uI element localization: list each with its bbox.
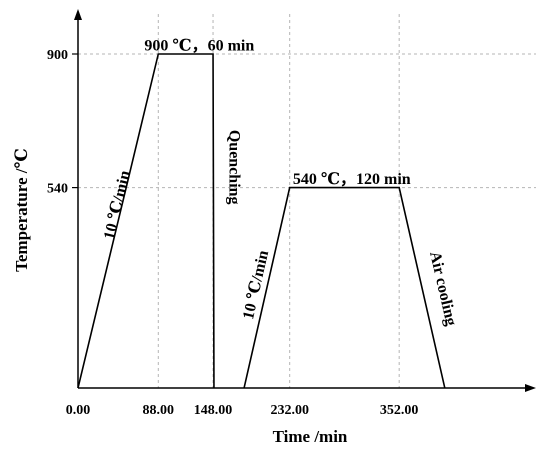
axes — [74, 9, 536, 392]
x-axis-arrow — [525, 384, 536, 392]
y-axis-label: Temperature /℃ — [12, 148, 31, 272]
grid-lines — [78, 14, 536, 388]
annotation-rate-1: 10 ℃/min — [101, 169, 134, 241]
x-tick-label: 352.00 — [380, 403, 419, 418]
series-line-1 — [77, 53, 215, 389]
x-tick-label: 148.00 — [194, 403, 233, 418]
tick-labels: 0.00 88.00 148.00 232.00 352.00 540 900 — [47, 48, 418, 418]
annotation-air: Air cooling — [426, 250, 459, 328]
annotation-label: 900 ℃，60 min — [144, 37, 254, 54]
series-line-2 — [243, 186, 446, 389]
x-tick-label: 88.00 — [143, 403, 175, 418]
series-lines — [77, 53, 446, 389]
x-axis-label: Time /min — [273, 427, 348, 446]
y-tick-label: 540 — [47, 182, 68, 197]
y-tick-label: 900 — [47, 48, 68, 63]
annotation-quench: Quenching — [225, 130, 242, 205]
x-tick-label: 232.00 — [270, 403, 309, 418]
y-axis-arrow — [74, 9, 82, 20]
annotation-label: 540 ℃，120 min — [293, 171, 411, 188]
x-tick-label: 0.00 — [66, 403, 91, 418]
annotations: 900 ℃，60 min 540 ℃，120 min 10 ℃/min Quenchi… — [101, 37, 460, 327]
